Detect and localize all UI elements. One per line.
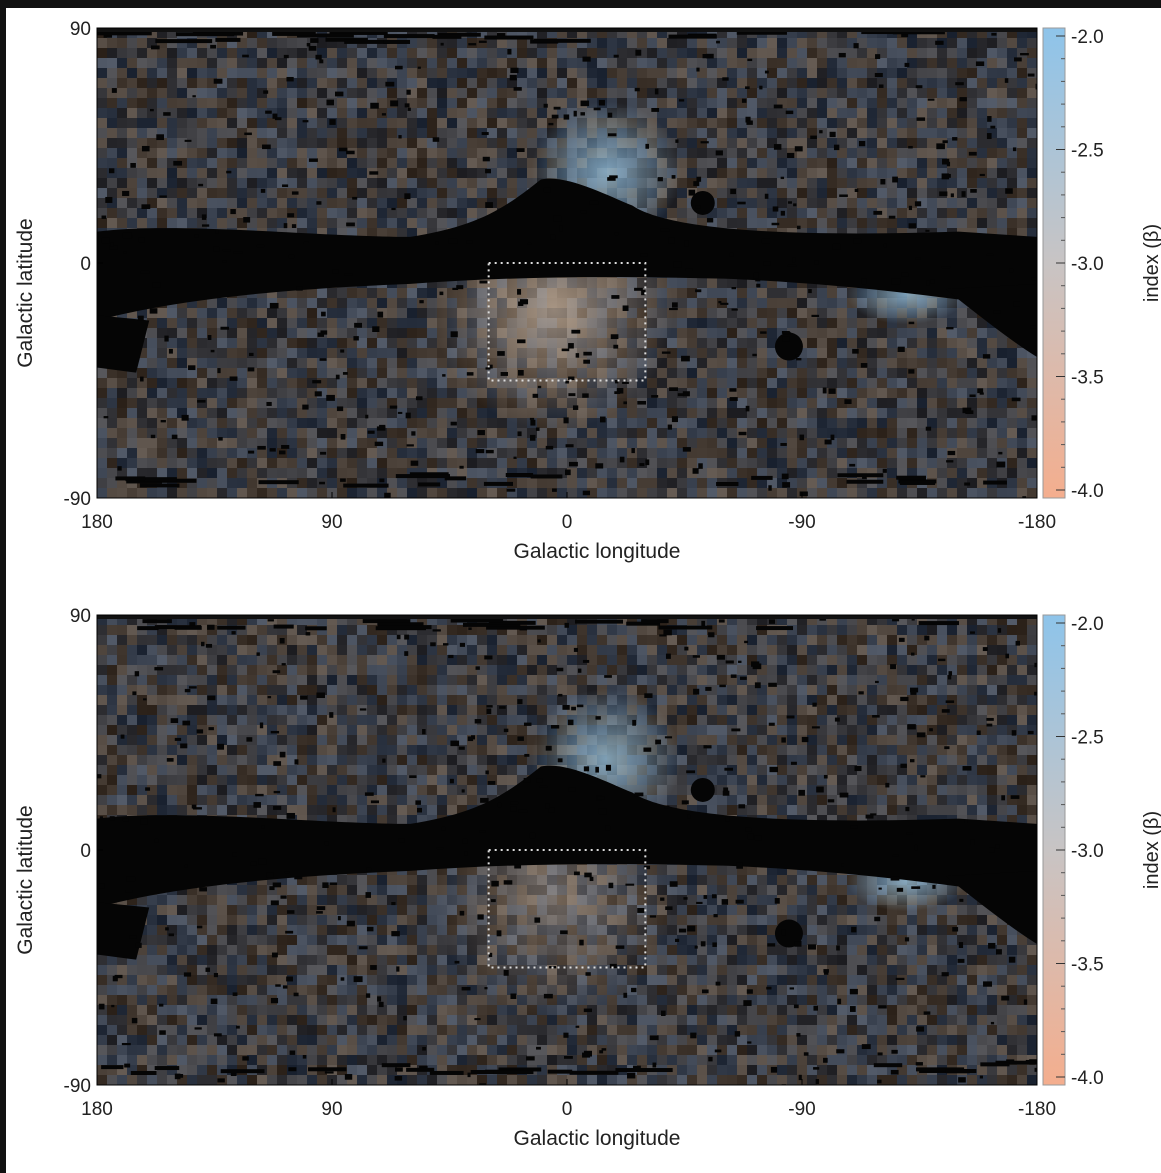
colorbar-tick-label: -2.0 [1071, 614, 1104, 635]
x-tick-label: -90 [788, 512, 815, 533]
x-tick-label: 90 [321, 512, 342, 533]
x-axis-label: Galactic longitude [514, 540, 681, 563]
x-tick-label: 0 [562, 512, 573, 533]
x-tick-label: -180 [1018, 1099, 1056, 1120]
colorbar-label: index (β) [1141, 811, 1161, 889]
colorbar-tick-label: -4.0 [1071, 1068, 1104, 1089]
y-tick-label: -90 [64, 1076, 91, 1097]
colorbar-tick-label: -3.5 [1071, 955, 1104, 976]
frame-top-edge [0, 0, 1161, 8]
y-tick-label: 90 [70, 606, 91, 627]
frame-left-edge [0, 0, 6, 1173]
y-axis-label: Galactic latitude [14, 805, 37, 954]
region-box [487, 262, 647, 382]
colorbar-tick-label: -2.5 [1071, 728, 1104, 749]
colorbar-tick-label: -2.0 [1071, 27, 1104, 48]
y-tick-label: 0 [80, 841, 91, 862]
x-tick-label: 180 [81, 512, 113, 533]
sky-map-panel-top: 180 90 0 -90 -180 90 0 -90 Galactic longitude Gal… [0, 0, 1161, 582]
chart-svg: 180 90 0 -90 -180 90 0 -90 Galactic longitude Gal… [14, 19, 1161, 563]
x-axis-label: Galactic longitude [514, 1127, 681, 1150]
region-box [487, 849, 647, 969]
x-tick-label: 0 [562, 1099, 573, 1120]
colorbar-tick-label: -4.0 [1071, 481, 1104, 502]
colorbar-tick-label: -3.0 [1071, 841, 1104, 862]
colorbar-label: index (β) [1141, 224, 1161, 302]
y-tick-label: -90 [64, 489, 91, 510]
sky-map-panel-bottom: 180 90 0 -90 -180 90 0 -90 Galactic longitude Gal… [0, 587, 1161, 1169]
chart-svg: 180 90 0 -90 -180 90 0 -90 Galactic longitude Gal… [14, 606, 1161, 1150]
y-tick-label: 0 [80, 254, 91, 275]
sky-map-image [97, 615, 1037, 1085]
colorbar-tick-label: -2.5 [1071, 141, 1104, 162]
x-tick-label: 90 [321, 1099, 342, 1120]
x-tick-label: -90 [788, 1099, 815, 1120]
colorbar-tick-label: -3.0 [1071, 254, 1104, 275]
colorbar-tick-label: -3.5 [1071, 368, 1104, 389]
sky-map-image [97, 28, 1037, 498]
y-tick-label: 90 [70, 19, 91, 40]
y-axis-label: Galactic latitude [14, 218, 37, 367]
x-tick-label: -180 [1018, 512, 1056, 533]
x-tick-label: 180 [81, 1099, 113, 1120]
